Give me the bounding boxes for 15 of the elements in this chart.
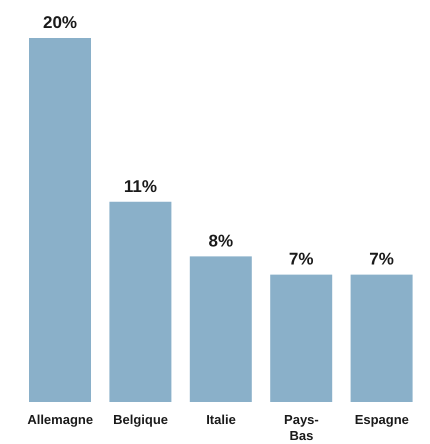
data-label: 11%: [124, 176, 157, 196]
bar: [29, 38, 91, 402]
x-tick-label: Belgique: [113, 412, 168, 427]
bar: [350, 274, 413, 402]
x-tick-label: Italie: [206, 412, 236, 427]
bar: [270, 274, 332, 402]
bar: [109, 202, 172, 402]
bar: [190, 256, 252, 402]
data-label: 7%: [369, 250, 394, 269]
data-label: 20%: [42, 13, 78, 32]
x-tick-label: Espagne: [354, 412, 409, 427]
x-tick-label: Allemagne: [27, 412, 94, 427]
data-label: 7%: [288, 250, 314, 269]
data-label: 8%: [208, 231, 234, 250]
x-tick-label: Pays-Bas: [284, 412, 319, 443]
